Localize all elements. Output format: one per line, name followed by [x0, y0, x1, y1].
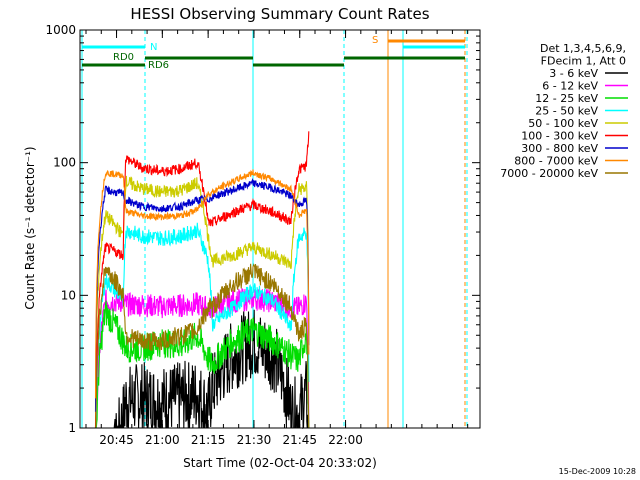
- legend-label: 300 - 800 keV: [521, 142, 598, 155]
- axes: 1 10 100 1000 20:45 21:00 21:15 21:30 21:45 22:00: [45, 23, 480, 447]
- legend-label: 6 - 12 keV: [542, 80, 598, 93]
- annotation-n: N: [150, 42, 157, 53]
- legend-label: 3 - 6 keV: [549, 67, 598, 80]
- series-line: [94, 175, 310, 429]
- legend-label: 100 - 300 keV: [521, 130, 598, 143]
- x-tick-label: 21:45: [282, 433, 317, 447]
- y-axis-label: Count Rate (s⁻¹ detector⁻¹): [23, 146, 37, 309]
- plot-frame: [79, 29, 481, 429]
- series-line: [94, 177, 310, 412]
- legend-label: 50 - 100 keV: [528, 117, 598, 130]
- x-axis-label: Start Time (02-Oct-04 20:33:02): [183, 456, 377, 470]
- legend-label: 25 - 50 keV: [535, 105, 598, 118]
- legend-label: 12 - 25 keV: [535, 92, 598, 105]
- series-layer: [94, 131, 310, 430]
- legend-label: 800 - 7000 keV: [514, 155, 598, 168]
- x-tick-label: 22:00: [328, 433, 363, 447]
- legend-header: FDecim 1, Att 0: [541, 55, 626, 68]
- legend-header: Det 1,3,4,5,6,9,: [540, 42, 626, 55]
- x-tick-label: 21:15: [191, 433, 226, 447]
- y-tick-label: 10: [61, 288, 76, 302]
- series-line: [94, 131, 310, 429]
- y-tick-label: 1: [68, 421, 76, 435]
- timestamp: 15-Dec-2009 10:28: [559, 467, 636, 476]
- annotation-rd6: RD6: [148, 60, 169, 71]
- y-tick-label: 100: [53, 156, 76, 170]
- annotation-s: S: [372, 35, 378, 46]
- x-tick-label: 20:45: [99, 433, 134, 447]
- legend-label: 7000 - 20000 keV: [500, 167, 598, 180]
- series-line: [95, 222, 310, 429]
- x-tick-label: 21:30: [237, 433, 272, 447]
- series-line: [105, 309, 309, 430]
- series-line: [94, 263, 310, 429]
- x-tick-label: 21:00: [145, 433, 180, 447]
- overlay-bands: N S RD0 RD6: [81, 30, 468, 428]
- chart-title: HESSI Observing Summary Count Rates: [130, 5, 429, 23]
- annotation-rd0: RD0: [113, 52, 134, 63]
- legend: Det 1,3,4,5,6,9,FDecim 1, Att 03 - 6 keV…: [500, 42, 628, 180]
- series-line: [94, 169, 310, 399]
- y-tick-label: 1000: [45, 23, 76, 37]
